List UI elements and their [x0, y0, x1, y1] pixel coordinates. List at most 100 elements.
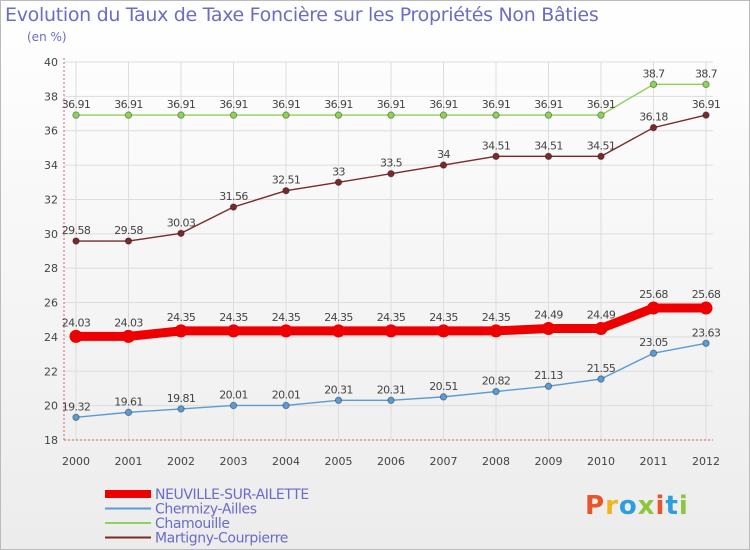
data-point — [177, 405, 185, 413]
x-tick-label: 2010 — [587, 455, 615, 468]
data-label: 36.91 — [219, 98, 248, 111]
data-point — [384, 324, 398, 338]
data-point — [647, 301, 660, 315]
data-point — [699, 301, 713, 315]
data-point — [122, 329, 135, 343]
data-label: 23.05 — [639, 336, 668, 349]
data-label: 36.91 — [62, 98, 91, 111]
data-label: 29.58 — [114, 224, 143, 237]
data-point — [439, 111, 448, 119]
data-label: 20.82 — [482, 375, 511, 388]
data-label: 24.35 — [167, 311, 196, 324]
proxiti-logo: Proxiti — [585, 491, 689, 521]
data-label: 24.35 — [377, 311, 406, 324]
data-label: 36.91 — [272, 98, 301, 111]
data-label: 36.91 — [534, 98, 563, 111]
data-label: 21.55 — [587, 362, 616, 375]
data-label: 36.91 — [692, 98, 721, 111]
data-point — [282, 401, 290, 410]
data-label: 33.5 — [380, 157, 403, 170]
data-point — [279, 324, 293, 338]
data-point — [334, 111, 343, 119]
data-label: 36.91 — [114, 98, 143, 111]
data-point — [69, 329, 83, 343]
data-point — [649, 349, 658, 357]
y-tick-label: 36 — [44, 125, 58, 138]
data-label: 24.35 — [482, 311, 511, 324]
data-point — [387, 169, 395, 178]
data-point — [649, 123, 658, 132]
logo-letter: P — [585, 491, 606, 521]
data-point — [387, 111, 395, 119]
y-tick-label: 40 — [44, 56, 58, 69]
data-point — [334, 178, 343, 186]
y-tick-label: 38 — [44, 90, 58, 103]
y-tick-label: 26 — [44, 297, 58, 310]
x-tick-label: 2003 — [220, 455, 248, 468]
logo-letter: i — [655, 491, 666, 521]
data-label: 21.13 — [534, 369, 563, 382]
data-label: 19.81 — [167, 392, 196, 405]
data-label: 32.51 — [272, 174, 301, 187]
data-label: 34.51 — [482, 139, 511, 152]
data-point — [332, 324, 345, 338]
data-label: 25.68 — [692, 288, 721, 301]
data-point — [489, 324, 503, 338]
data-point — [177, 111, 185, 119]
data-point — [282, 111, 290, 119]
data-point — [544, 152, 553, 161]
data-point — [649, 80, 658, 89]
data-label: 24.35 — [429, 311, 458, 324]
data-label: 36.91 — [587, 98, 616, 111]
data-point — [492, 111, 500, 119]
data-point — [282, 186, 290, 195]
data-point — [439, 161, 448, 169]
data-point — [229, 401, 238, 410]
data-label: 36.18 — [639, 111, 668, 124]
data-label: 30.03 — [167, 216, 196, 229]
y-tick-label: 30 — [44, 228, 58, 241]
legend-label: Martigny-Courpierre — [155, 531, 288, 547]
data-label: 29.58 — [62, 224, 91, 237]
data-point — [72, 237, 80, 245]
data-label: 36.91 — [429, 98, 458, 111]
data-label: 36.91 — [324, 98, 353, 111]
x-tick-label: 2005 — [325, 455, 353, 468]
x-tick-label: 2012 — [692, 455, 720, 468]
data-label: 20.01 — [219, 388, 248, 401]
data-label: 24.49 — [534, 308, 563, 321]
x-tick-label: 2001 — [115, 455, 143, 468]
data-label: 25.68 — [639, 288, 668, 301]
x-tick-label: 2008 — [482, 455, 510, 468]
x-tick-label: 2007 — [430, 455, 458, 468]
data-point — [702, 80, 710, 89]
logo-letter: x — [637, 491, 656, 521]
data-point — [229, 203, 238, 211]
y-axis-unit: (en %) — [27, 30, 67, 44]
data-point — [702, 111, 710, 119]
data-point — [492, 152, 500, 161]
data-label: 20.01 — [272, 388, 301, 401]
data-point — [229, 111, 238, 119]
data-label: 19.61 — [114, 395, 143, 408]
data-label: 24.35 — [219, 311, 248, 324]
data-point — [124, 111, 133, 119]
y-tick-label: 18 — [44, 434, 58, 447]
data-point — [594, 321, 608, 335]
data-point — [702, 339, 710, 347]
data-label: 23.63 — [692, 326, 721, 339]
data-point — [544, 382, 553, 390]
y-tick-label: 28 — [44, 262, 58, 275]
data-point — [597, 152, 605, 161]
x-tick-label: 2002 — [167, 455, 195, 468]
data-point — [544, 111, 553, 119]
data-label: 20.51 — [429, 380, 458, 393]
data-label: 34 — [437, 148, 450, 161]
data-point — [597, 375, 605, 383]
data-point — [387, 396, 395, 405]
y-tick-label: 24 — [44, 331, 58, 344]
data-point — [227, 324, 240, 338]
data-label: 33 — [332, 165, 345, 178]
logo-letter: r — [605, 491, 619, 521]
data-label: 36.91 — [167, 98, 196, 111]
